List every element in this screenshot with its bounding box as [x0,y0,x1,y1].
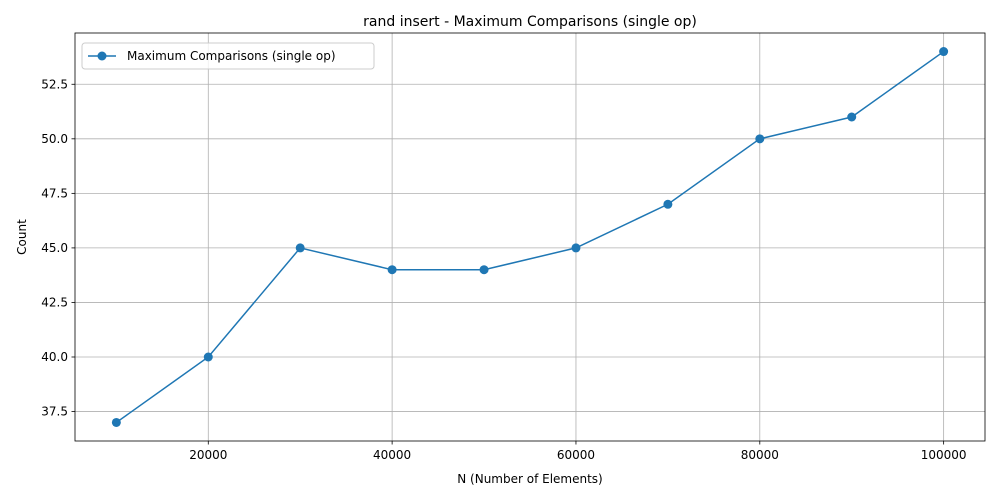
data-point [295,243,305,253]
x-tick-label: 80000 [741,448,779,462]
legend: Maximum Comparisons (single op) [81,42,375,70]
data-point [387,265,397,275]
y-tick-label: 37.5 [41,405,68,419]
x-tick-label: 60000 [557,448,595,462]
y-tick-label: 52.5 [41,77,68,91]
data-point [111,417,121,427]
y-tick-label: 40.0 [41,350,68,364]
y-tick-label: 50.0 [41,132,68,146]
legend-box [81,42,375,70]
axes-frame [74,32,986,442]
x-axis-label: N (Number of Elements) [457,472,603,486]
data-point [203,352,213,362]
data-point [847,112,857,122]
x-tick-label: 20000 [189,448,227,462]
y-axis-label: Count [15,219,29,255]
grid-lines [75,33,985,441]
y-tick-label: 45.0 [41,241,68,255]
y-axis-ticks: 37.5 40.0 42.5 45.0 47.5 50.0 52.5 [41,77,75,419]
data-point [571,243,581,253]
series-line [115,50,945,424]
data-point [939,47,949,57]
data-point [663,199,673,209]
y-tick-label: 42.5 [41,295,68,309]
chart-title: rand insert - Maximum Comparisons (singl… [363,14,697,30]
y-tick-label: 47.5 [41,186,68,200]
x-tick-label: 100000 [921,448,967,462]
x-tick-label: 40000 [373,448,411,462]
legend-marker-swatch [97,51,107,61]
data-point [755,134,765,144]
data-point [479,265,489,275]
plot-area [111,47,949,427]
x-axis-ticks: 20000 40000 60000 80000 100000 [189,441,967,462]
legend-entry-label: Maximum Comparisons (single op) [127,49,336,63]
